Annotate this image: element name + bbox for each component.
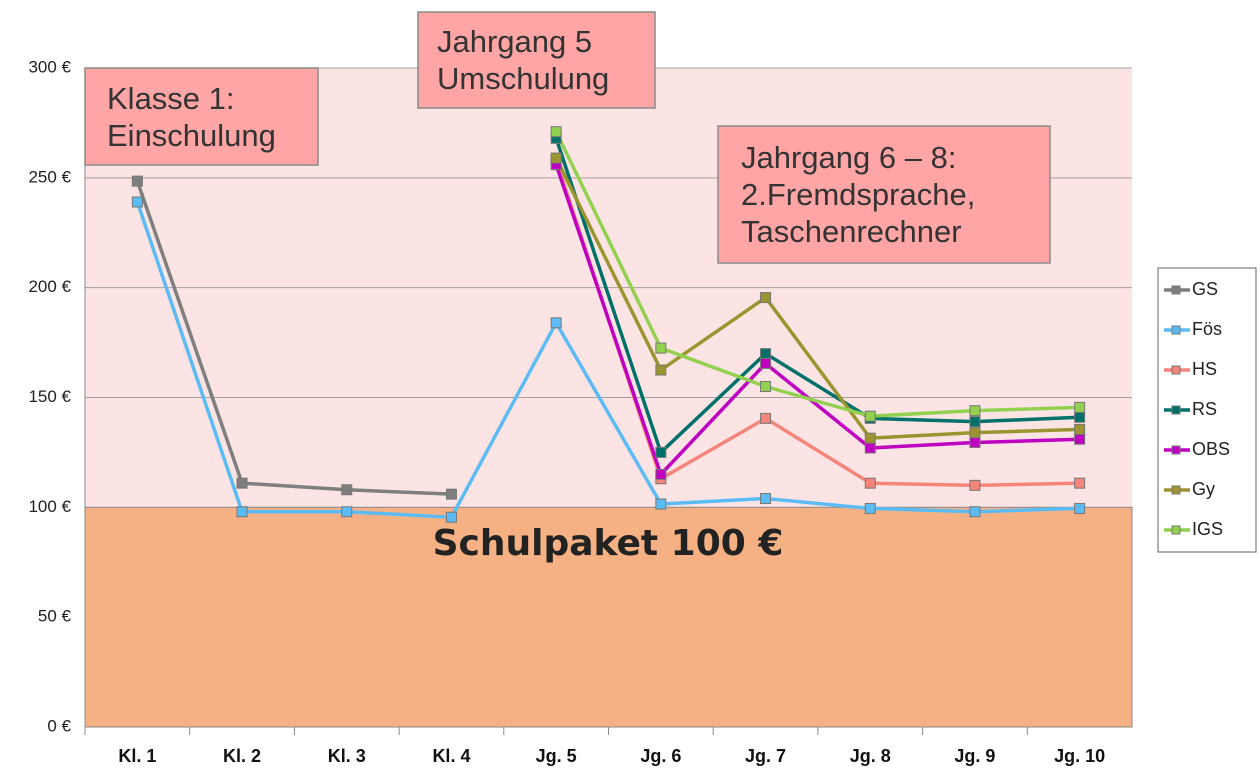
y-tick-label: 250 € [28,167,71,186]
data-point [550,126,562,138]
annotation-box [84,67,319,166]
x-tick-label: Jg. 6 [640,746,681,766]
x-tick-label: Jg. 7 [745,746,786,766]
data-point [969,437,981,449]
legend-label: GS [1192,279,1218,299]
annotation-text: Umschulung [437,61,609,96]
series-line [135,201,1080,520]
annotation-box [717,125,1051,264]
data-point [236,506,248,518]
legend-marker [1171,285,1181,295]
legend-label: IGS [1192,519,1223,539]
legend-marker [1171,405,1181,415]
data-point [1074,433,1086,445]
data-point [445,511,457,523]
x-tick-label: Kl. 2 [223,746,261,766]
y-tick-label: 100 € [28,497,71,516]
data-point [445,488,457,500]
x-tick-label: Kl. 4 [432,746,470,766]
data-point [760,412,772,424]
data-point [1074,423,1086,435]
data-point [655,364,667,376]
data-point [864,477,876,489]
y-tick-label: 0 € [47,716,71,735]
y-tick-label: 200 € [28,277,71,296]
data-point [550,317,562,329]
annotation-text: Jahrgang 6 – 8: [741,140,956,175]
legend-label: HS [1192,359,1217,379]
annotation-box [417,11,656,109]
data-point [760,292,772,304]
legend-label: OBS [1192,439,1230,459]
data-point [236,477,248,489]
x-tick-label: Jg. 9 [954,746,995,766]
data-point [760,348,772,360]
series-line [554,164,1080,478]
legend-label: Gy [1192,479,1215,499]
legend-marker [1171,365,1181,375]
data-point [864,502,876,514]
y-tick-label: 150 € [28,387,71,406]
annotation-text: 2.Fremdsprache, [741,177,975,212]
x-tick-label: Kl. 3 [328,746,366,766]
x-tick-label: Jg. 8 [850,746,891,766]
schulpaket-box [84,506,1133,728]
x-tick-label: Kl. 1 [118,746,156,766]
legend-marker [1171,525,1181,535]
annotation-text: Taschenrechner [741,214,962,249]
data-point [864,442,876,454]
data-point [341,484,353,496]
series-line [135,180,452,496]
data-point [760,493,772,505]
data-point [655,468,667,480]
data-point [550,152,562,164]
data-point [760,357,772,369]
legend-marker [1171,325,1181,335]
data-point [969,405,981,417]
data-point [131,196,143,208]
data-point [1074,401,1086,413]
data-point [969,479,981,491]
y-tick-label: 50 € [38,607,72,626]
legend-label: RS [1192,399,1217,419]
data-point [655,342,667,354]
data-point [760,381,772,393]
series-line [554,137,1080,456]
annotation-text: Jahrgang 5 [437,24,592,59]
y-tick-label: 300 € [28,57,71,76]
data-point [969,427,981,439]
data-point [655,498,667,510]
data-point [969,416,981,428]
data-point [1074,411,1086,423]
data-point [1074,502,1086,514]
data-point [655,446,667,458]
annotation-text: Einschulung [107,118,276,153]
annotation-text: Klasse 1: [107,81,235,116]
data-point [864,410,876,422]
annotation-text: Schulpaket 100 € [433,523,784,564]
data-point [131,175,143,187]
x-tick-label: Jg. 10 [1054,746,1105,766]
data-point [1074,477,1086,489]
legend-marker [1171,485,1181,495]
x-tick-label: Jg. 5 [536,746,577,766]
data-point [864,432,876,444]
data-point [341,506,353,518]
series-line [554,157,1080,440]
series-line [554,130,1080,418]
data-point [969,506,981,518]
legend-marker [1171,445,1181,455]
legend-label: Fös [1192,319,1222,339]
